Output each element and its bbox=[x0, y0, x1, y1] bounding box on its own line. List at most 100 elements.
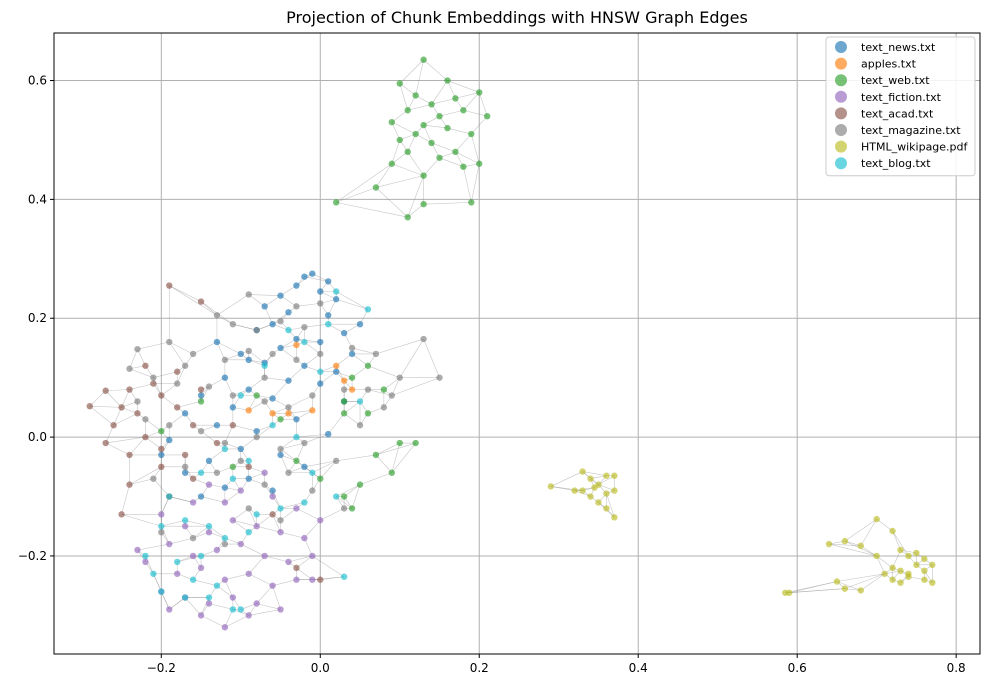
data-point bbox=[317, 576, 324, 583]
graph-edge bbox=[184, 597, 202, 616]
graph-edge bbox=[312, 576, 345, 581]
data-point bbox=[158, 511, 165, 518]
data-point bbox=[213, 439, 221, 447]
graph-edge bbox=[200, 615, 226, 628]
graph-edge bbox=[177, 555, 202, 563]
legend: text_news.txt apples.txt text_web.txt text_… bbox=[825, 36, 976, 177]
data-point bbox=[301, 362, 308, 369]
legend-marker bbox=[835, 90, 847, 103]
series-html-wikipage-pdf bbox=[547, 468, 936, 596]
graph-edge bbox=[248, 508, 257, 527]
graph-edge bbox=[161, 496, 170, 515]
graph-edge bbox=[789, 588, 845, 594]
x-tick-label: 0.0 bbox=[311, 661, 330, 675]
graph-edge bbox=[200, 597, 210, 616]
data-point bbox=[340, 505, 348, 512]
data-point bbox=[261, 552, 268, 560]
graph-edge bbox=[153, 478, 170, 497]
graph-edge bbox=[876, 555, 893, 569]
data-point bbox=[213, 469, 221, 476]
graph-edge bbox=[248, 294, 281, 296]
data-point bbox=[396, 80, 403, 87]
data-point bbox=[603, 505, 610, 512]
data-point bbox=[452, 148, 459, 156]
graph-edge bbox=[336, 291, 369, 310]
data-point bbox=[245, 347, 252, 355]
series-text-blog-txt bbox=[142, 288, 372, 613]
graph-edge bbox=[169, 537, 194, 545]
data-point bbox=[412, 130, 419, 138]
graph-edge bbox=[232, 323, 257, 331]
graph-edge bbox=[208, 525, 226, 539]
data-point bbox=[380, 386, 388, 393]
data-point bbox=[245, 612, 252, 619]
data-point bbox=[372, 451, 380, 459]
y-axis-ticks: −0.2 0.0 0.2 0.4 0.6 bbox=[18, 74, 54, 563]
graph-edge bbox=[876, 518, 893, 532]
data-point bbox=[197, 427, 205, 435]
data-point bbox=[229, 606, 237, 613]
data-point bbox=[245, 528, 252, 536]
embedding-points bbox=[86, 56, 936, 631]
graph-edge bbox=[153, 371, 178, 378]
data-point bbox=[158, 463, 165, 471]
graph-edge bbox=[248, 377, 265, 390]
graph-edge bbox=[272, 490, 281, 509]
data-point bbox=[197, 398, 205, 405]
data-point bbox=[213, 582, 221, 589]
data-point bbox=[603, 472, 610, 479]
x-tick-label: 0.8 bbox=[947, 661, 966, 675]
data-point bbox=[897, 567, 904, 575]
data-point bbox=[444, 124, 451, 132]
data-point bbox=[412, 92, 419, 99]
data-point bbox=[873, 515, 880, 523]
graph-edge bbox=[153, 573, 162, 592]
graph-edge bbox=[232, 424, 257, 432]
legend-label: text_magazine.txt bbox=[861, 124, 961, 137]
graph-edge bbox=[296, 433, 329, 438]
graph-edge bbox=[296, 303, 321, 307]
data-point bbox=[309, 407, 316, 414]
graph-edge bbox=[447, 80, 456, 99]
graph-edge bbox=[351, 347, 376, 355]
data-point bbox=[197, 564, 205, 572]
graph-edge bbox=[375, 163, 393, 188]
graph-edge bbox=[153, 377, 162, 396]
data-point bbox=[229, 594, 237, 601]
data-point bbox=[174, 404, 181, 411]
data-point bbox=[126, 451, 133, 459]
data-point bbox=[277, 416, 284, 423]
data-point bbox=[293, 416, 300, 423]
data-point bbox=[253, 523, 260, 530]
graph-edge bbox=[248, 609, 281, 616]
graph-edge bbox=[439, 109, 464, 117]
graph-edge bbox=[304, 341, 321, 355]
graph-edge bbox=[304, 433, 329, 444]
data-point bbox=[174, 570, 181, 577]
graph-edge bbox=[391, 442, 416, 473]
data-point bbox=[404, 214, 411, 221]
data-point bbox=[420, 335, 427, 343]
data-point bbox=[325, 430, 332, 438]
data-point bbox=[86, 402, 93, 410]
data-point bbox=[436, 374, 443, 381]
graph-edge bbox=[423, 202, 472, 205]
data-point bbox=[221, 439, 229, 447]
data-point bbox=[428, 101, 435, 108]
graph-edge bbox=[335, 496, 353, 509]
data-point bbox=[420, 200, 427, 208]
data-point bbox=[166, 493, 173, 500]
data-point bbox=[158, 392, 165, 399]
data-point bbox=[356, 398, 364, 405]
data-point bbox=[293, 576, 300, 583]
graph-edge bbox=[169, 597, 186, 610]
data-point bbox=[158, 528, 165, 536]
data-point bbox=[348, 505, 356, 512]
data-point bbox=[134, 410, 141, 417]
data-point bbox=[388, 469, 396, 476]
graph-edge bbox=[145, 436, 162, 450]
data-point bbox=[181, 594, 189, 601]
data-point bbox=[587, 493, 594, 500]
legend-label: text_blog.txt bbox=[861, 157, 931, 170]
data-point bbox=[332, 199, 340, 206]
